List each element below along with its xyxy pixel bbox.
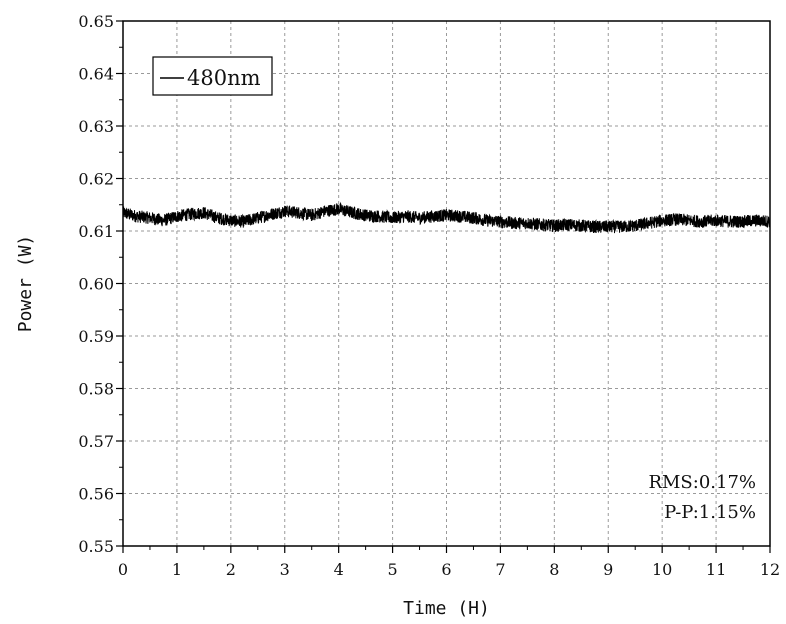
series-layer: [122, 201, 771, 234]
y-axis-title: Power (W): [15, 235, 36, 333]
x-tick-label: 11: [706, 560, 726, 579]
y-tick-label: 0.64: [78, 65, 114, 84]
axis-ticks: [116, 20, 771, 553]
x-axis-title: Time (H): [403, 598, 490, 619]
y-tick-label: 0.57: [78, 432, 114, 451]
x-tick-label: 12: [760, 560, 780, 579]
x-tick-label: 5: [387, 560, 397, 579]
y-tick-label: 0.62: [78, 170, 114, 189]
y-tick-label: 0.61: [78, 222, 114, 241]
rms-annotation: RMS:0.17%: [648, 472, 756, 493]
x-tick-label: 10: [652, 560, 672, 579]
legend-label: 480nm: [187, 66, 261, 90]
series-line-480nm: [122, 201, 771, 234]
y-tick-label: 0.63: [78, 117, 114, 136]
peak-to-peak-annotation: P-P:1.15%: [664, 502, 756, 523]
x-tick-labels: 0 1 2 3 4 5 6 7 8 9 10 11 12: [118, 560, 780, 579]
x-tick-label: 6: [441, 560, 451, 579]
y-tick-label: 0.65: [78, 12, 114, 31]
x-tick-label: 4: [334, 560, 344, 579]
x-tick-label: 3: [280, 560, 290, 579]
legend-box: [152, 56, 273, 96]
x-tick-label: 9: [603, 560, 613, 579]
x-tick-label: 0: [118, 560, 128, 579]
x-tick-label: 7: [495, 560, 505, 579]
y-tick-label: 0.58: [78, 380, 114, 399]
y-tick-label: 0.59: [78, 327, 114, 346]
x-tick-label: 8: [549, 560, 559, 579]
y-tick-label: 0.56: [78, 485, 114, 504]
x-tick-label: 1: [172, 560, 182, 579]
legend: 480nm: [152, 56, 273, 96]
y-tick-labels: 0.55 0.56 0.57 0.58 0.59 0.60 0.61 0.62 0.63 0.64…: [78, 12, 114, 556]
x-tick-label: 2: [226, 560, 236, 579]
grid: [123, 21, 770, 546]
y-tick-label: 0.55: [78, 537, 114, 556]
y-tick-label: 0.60: [78, 275, 114, 294]
